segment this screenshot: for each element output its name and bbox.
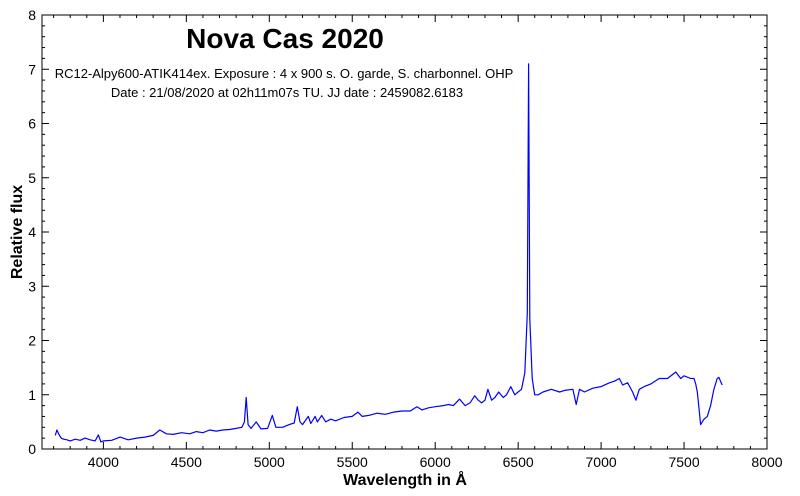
x-tick-label: 5500 bbox=[337, 454, 368, 470]
chart-title: Nova Cas 2020 bbox=[186, 23, 384, 54]
x-tick-label: 5000 bbox=[254, 454, 285, 470]
y-tick-label: 6 bbox=[28, 116, 36, 132]
y-tick-label: 1 bbox=[28, 387, 36, 403]
x-tick-label: 6500 bbox=[503, 454, 534, 470]
y-tick-label: 4 bbox=[28, 224, 36, 240]
x-tick-label: 8000 bbox=[751, 454, 782, 470]
y-axis: 0 1 2 3 4 5 6 7 8 bbox=[28, 7, 767, 457]
x-axis: 4000 4500 5000 5500 6000 6500 7000 7500 8000 bbox=[53, 15, 783, 470]
x-tick-label: 4500 bbox=[171, 454, 202, 470]
x-tick-label: 6000 bbox=[420, 454, 451, 470]
x-axis-label: Wavelength in Å bbox=[343, 470, 467, 489]
chart-subtitle-line-2: Date : 21/08/2020 at 02h11m07s TU. JJ da… bbox=[111, 85, 463, 100]
y-tick-label: 7 bbox=[28, 61, 36, 77]
chart-subtitle-line-1: RC12-Alpy600-ATIK414ex. Exposure : 4 x 9… bbox=[55, 66, 514, 81]
x-tick-label: 4000 bbox=[88, 454, 119, 470]
y-tick-label: 5 bbox=[28, 170, 36, 186]
y-tick-label: 8 bbox=[28, 7, 36, 23]
y-axis-label: Relative flux bbox=[9, 185, 26, 279]
y-tick-label: 0 bbox=[28, 441, 36, 457]
x-tick-label: 7500 bbox=[668, 454, 699, 470]
spectrum-line bbox=[54, 63, 723, 443]
y-tick-label: 2 bbox=[28, 333, 36, 349]
y-tick-label: 3 bbox=[28, 278, 36, 294]
x-tick-label: 7000 bbox=[586, 454, 617, 470]
